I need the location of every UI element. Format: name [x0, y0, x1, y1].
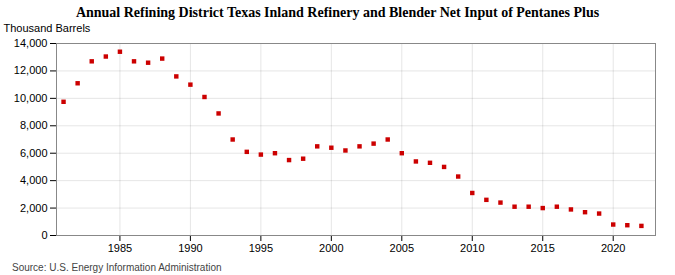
html-text:Source: U.S. Energy Informatio: Source: U.S. Energy Information Administ… — [12, 262, 222, 273]
svg-text:1990: 1990 — [178, 242, 202, 254]
svg-text:1995: 1995 — [249, 242, 273, 254]
svg-text:1985: 1985 — [108, 242, 132, 254]
svg-text:2020: 2020 — [601, 242, 625, 254]
svg-text:8,000: 8,000 — [20, 119, 48, 131]
svg-text:2005: 2005 — [390, 242, 414, 254]
svg-text:0: 0 — [41, 229, 47, 241]
svg-text:6,000: 6,000 — [20, 147, 48, 159]
html-text:Annual Refining District Texas: Annual Refining District Texas Inland Re… — [75, 5, 600, 20]
svg-text:2010: 2010 — [460, 242, 484, 254]
svg-text:14,000: 14,000 — [14, 37, 48, 49]
svg-text:Thousand Barrels: Thousand Barrels — [4, 22, 91, 34]
svg-text:4,000: 4,000 — [20, 174, 48, 186]
svg-text:10,000: 10,000 — [14, 92, 48, 104]
svg-text:2,000: 2,000 — [20, 202, 48, 214]
svg-text:2000: 2000 — [319, 242, 343, 254]
svg-text:12,000: 12,000 — [14, 64, 48, 76]
svg-text:2015: 2015 — [531, 242, 555, 254]
